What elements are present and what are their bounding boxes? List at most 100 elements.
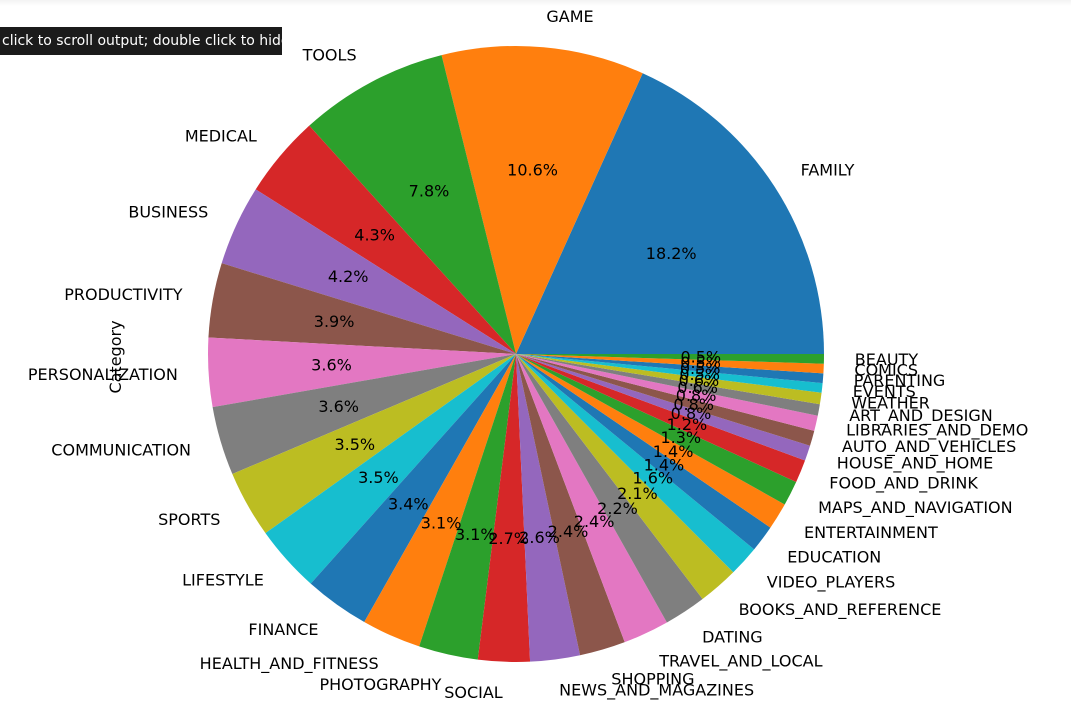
pie-percent-art-and-design: 0.6% xyxy=(677,378,718,397)
scroll-output-tooltip[interactable]: click to scroll output; double click to … xyxy=(0,27,282,55)
pie-percent-finance: 3.4% xyxy=(388,495,429,514)
pie-slice-auto-and-vehicles xyxy=(516,354,815,446)
pie-slice-photography xyxy=(419,354,516,660)
pie-label-family: FAMILY xyxy=(801,161,855,180)
pie-percent-comics: 0.5% xyxy=(680,353,721,372)
pie-slice-maps-and-navigation xyxy=(516,354,797,505)
pie-percent-shopping: 2.4% xyxy=(548,522,589,541)
pie-label-social: SOCIAL xyxy=(444,683,503,702)
pie-slice-books-and-reference xyxy=(516,354,734,600)
pie-slice-game xyxy=(441,46,643,354)
pie-percent-labels: 18.2% 10.6% 7.8% 4.3% 4.2% 3.9% 3.6% 3.6% 3.5% 3.… xyxy=(311,160,721,548)
pie-percent-dating: 2.2% xyxy=(597,499,638,518)
pie-slice-entertainment xyxy=(516,354,785,528)
pie-label-beauty: BEAUTY xyxy=(855,350,919,369)
pie-percent-game: 10.6% xyxy=(507,160,558,179)
pie-label-entertainment: ENTERTAINMENT xyxy=(804,523,938,542)
pie-slice-art-and-design xyxy=(516,354,820,416)
pie-slice-business xyxy=(221,189,516,354)
pie-label-weather: WEATHER xyxy=(851,393,930,412)
pie-label-food-and-drink: FOOD_AND_DRINK xyxy=(829,474,978,494)
pie-slice-house-and-home xyxy=(516,354,811,461)
pie-percent-maps-and-navigation: 1.3% xyxy=(660,428,701,447)
pie-slice-personalization xyxy=(207,337,517,408)
pie-percent-travel-and-local: 2.4% xyxy=(574,512,615,531)
pie-percent-health-and-fitness: 3.1% xyxy=(421,513,462,532)
pie-percent-parenting: 0.5% xyxy=(680,359,721,378)
pie-slice-travel-and-local xyxy=(516,354,667,643)
pie-label-art-and-design: ART_AND_DESIGN xyxy=(849,406,993,426)
pie-slice-lifestyle xyxy=(265,354,516,584)
pie-label-house-and-home: HOUSE_AND_HOME xyxy=(837,454,993,474)
pie-slice-sports xyxy=(232,354,516,534)
pie-percent-news-and-magazines: 2.6% xyxy=(519,528,560,547)
pie-label-education: EDUCATION xyxy=(787,548,881,567)
pie-label-personalization: PERSONALIZATION xyxy=(28,365,178,384)
cell-output-top-edge xyxy=(0,0,1071,6)
pie-label-communication: COMMUNICATION xyxy=(51,440,191,459)
pie-category-labels: FAMILY GAME TOOLS MEDICAL BUSINESS PRODUCTIVI… xyxy=(28,7,1028,702)
pie-percent-productivity: 3.9% xyxy=(314,312,355,331)
pie-label-lifestyle: LIFESTYLE xyxy=(182,571,264,590)
pie-slices xyxy=(207,46,824,663)
pie-percent-medical: 4.3% xyxy=(354,226,395,245)
pie-percent-business: 4.2% xyxy=(328,267,369,286)
pie-slice-video-players xyxy=(516,354,755,573)
pie-percent-books-and-reference: 2.1% xyxy=(617,484,658,503)
pie-label-tools: TOOLS xyxy=(302,46,357,65)
pie-label-photography: PHOTOGRAPHY xyxy=(319,675,441,694)
pie-label-health-and-fitness: HEALTH_AND_FITNESS xyxy=(200,654,379,674)
pie-label-maps-and-navigation: MAPS_AND_NAVIGATION xyxy=(818,498,1013,518)
pie-label-news-and-magazines: NEWS_AND_MAGAZINES xyxy=(559,681,754,701)
pie-percent-house-and-home: 0.8% xyxy=(671,404,712,423)
pie-label-productivity: PRODUCTIVITY xyxy=(64,285,182,304)
pie-slice-libraries-and-demo xyxy=(516,354,818,431)
pie-slice-family xyxy=(516,73,824,354)
pie-label-events: EVENTS xyxy=(853,382,916,401)
pie-label-comics: COMICS xyxy=(854,361,918,380)
pie-label-books-and-reference: BOOKS_AND_REFERENCE xyxy=(739,600,942,620)
pie-slice-events xyxy=(516,354,823,393)
pie-label-shopping: SHOPPING xyxy=(611,670,694,689)
pie-label-parenting: PARENTING xyxy=(854,371,946,390)
pie-slice-parenting xyxy=(516,354,824,384)
pie-slice-tools xyxy=(309,55,516,354)
pie-label-dating: DATING xyxy=(702,628,763,647)
pie-label-medical: MEDICAL xyxy=(185,126,257,145)
pie-percent-communication: 3.6% xyxy=(318,397,359,416)
pie-label-business: BUSINESS xyxy=(128,203,208,222)
pie-percent-weather: 0.6% xyxy=(679,371,720,390)
pie-percent-events: 0.5% xyxy=(679,365,720,384)
pie-percent-personalization: 3.6% xyxy=(311,356,352,375)
pie-percent-photography: 3.1% xyxy=(455,525,496,544)
pie-percent-education: 1.4% xyxy=(644,455,685,474)
pie-percent-sports: 3.5% xyxy=(334,435,375,454)
pie-label-game: GAME xyxy=(546,7,593,26)
pie-slice-medical xyxy=(255,125,516,355)
pie-slice-comics xyxy=(516,354,824,374)
pie-percent-libraries-and-demo: 0.8% xyxy=(676,386,717,405)
pie-percent-social: 2.7% xyxy=(488,529,529,548)
pie-percent-auto-and-vehicles: 0.8% xyxy=(673,395,714,414)
y-axis-label: Category xyxy=(106,320,125,393)
pie-label-sports: SPORTS xyxy=(158,510,220,529)
pie-percent-lifestyle: 3.5% xyxy=(358,468,399,487)
pie-label-libraries-and-demo: LIBRARIES_AND_DEMO xyxy=(846,421,1028,441)
pie-slice-finance xyxy=(310,354,516,623)
pie-slice-communication xyxy=(212,354,517,474)
pie-slice-beauty xyxy=(516,354,824,364)
pie-percent-entertainment: 1.4% xyxy=(653,442,694,461)
pie-percent-video-players: 1.6% xyxy=(632,469,673,488)
pie-slice-social xyxy=(477,354,531,663)
pie-slice-food-and-drink xyxy=(516,354,806,482)
pie-percent-food-and-drink: 1.2% xyxy=(667,415,708,434)
pie-label-auto-and-vehicles: AUTO_AND_VEHICLES xyxy=(842,437,1016,457)
pie-slice-news-and-magazines xyxy=(516,354,581,662)
pie-slice-health-and-fitness xyxy=(364,354,516,647)
pie-label-travel-and-local: TRAVEL_AND_LOCAL xyxy=(658,652,822,672)
pie-percent-family: 18.2% xyxy=(646,244,697,263)
pie-label-finance: FINANCE xyxy=(248,620,318,639)
pie-slice-education xyxy=(516,354,771,550)
pie-percent-beauty: 0.5% xyxy=(680,347,721,366)
